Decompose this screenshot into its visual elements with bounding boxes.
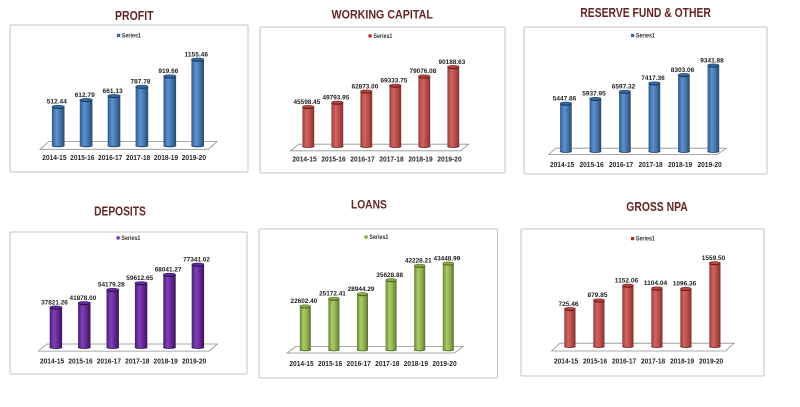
svg-text:2015-16: 2015-16 — [579, 160, 603, 169]
svg-text:Series1: Series1 — [636, 34, 656, 40]
svg-text:41878.00: 41878.00 — [70, 295, 97, 302]
svg-text:2014-15: 2014-15 — [550, 160, 574, 169]
svg-text:Series1: Series1 — [369, 235, 389, 241]
svg-text:2017-18: 2017-18 — [379, 155, 403, 164]
svg-text:WORKING CAPITAL: WORKING CAPITAL — [332, 7, 433, 21]
svg-text:42228.21: 42228.21 — [405, 258, 432, 265]
svg-text:7417.36: 7417.36 — [641, 75, 665, 82]
svg-text:2019-20: 2019-20 — [182, 357, 206, 366]
svg-text:512.44: 512.44 — [47, 99, 67, 106]
svg-text:2017-18: 2017-18 — [125, 357, 149, 366]
svg-text:2015-16: 2015-16 — [318, 359, 342, 368]
svg-text:2016-17: 2016-17 — [97, 357, 121, 366]
svg-text:2015-16: 2015-16 — [583, 357, 607, 366]
svg-text:77341.02: 77341.02 — [183, 256, 210, 263]
svg-text:919.66: 919.66 — [158, 68, 178, 75]
svg-text:1559.50: 1559.50 — [702, 255, 726, 262]
svg-text:5937.95: 5937.95 — [582, 91, 606, 98]
svg-text:1096.36: 1096.36 — [673, 281, 697, 288]
svg-text:GROSS NPA: GROSS NPA — [626, 200, 688, 214]
svg-text:2018-19: 2018-19 — [404, 359, 428, 368]
svg-text:43448.99: 43448.99 — [434, 255, 461, 262]
svg-text:879.85: 879.85 — [587, 292, 607, 299]
svg-text:2014-15: 2014-15 — [554, 357, 578, 366]
svg-text:2017-18: 2017-18 — [638, 160, 662, 169]
svg-text:1152.06: 1152.06 — [615, 277, 639, 284]
svg-text:2019-20: 2019-20 — [437, 155, 461, 164]
svg-text:2017-18: 2017-18 — [126, 153, 150, 162]
svg-text:787.78: 787.78 — [130, 79, 150, 86]
svg-text:69333.75: 69333.75 — [381, 77, 408, 84]
svg-text:28944.29: 28944.29 — [348, 286, 375, 293]
svg-text:62873.00: 62873.00 — [352, 83, 379, 90]
svg-text:RESERVE FUND & OTHER: RESERVE FUND & OTHER — [580, 5, 711, 20]
svg-text:2016-17: 2016-17 — [350, 155, 374, 164]
svg-text:37821.26: 37821.26 — [41, 299, 68, 306]
svg-text:25172.41: 25172.41 — [319, 291, 346, 298]
svg-text:6597.32: 6597.32 — [612, 84, 636, 91]
svg-text:8303.06: 8303.06 — [671, 67, 695, 74]
svg-text:Series1: Series1 — [373, 34, 393, 40]
svg-text:1155.46: 1155.46 — [185, 51, 209, 58]
svg-text:2019-20: 2019-20 — [182, 153, 206, 162]
svg-text:2014-15: 2014-15 — [289, 359, 313, 368]
svg-text:79076.08: 79076.08 — [410, 68, 437, 75]
svg-text:49793.95: 49793.95 — [323, 94, 350, 101]
svg-text:90188.63: 90188.63 — [439, 59, 466, 66]
svg-text:DEPOSITS: DEPOSITS — [94, 204, 146, 218]
svg-text:2014-15: 2014-15 — [42, 153, 66, 162]
svg-text:Series1: Series1 — [636, 237, 656, 243]
svg-text:2017-18: 2017-18 — [641, 357, 665, 366]
svg-text:2016-17: 2016-17 — [98, 153, 122, 162]
svg-text:2017-18: 2017-18 — [375, 359, 399, 368]
svg-text:LOANS: LOANS — [351, 199, 387, 211]
svg-text:661.13: 661.13 — [103, 88, 123, 95]
svg-text:Series1: Series1 — [122, 34, 142, 40]
svg-text:2019-20: 2019-20 — [699, 357, 723, 366]
svg-text:22602.40: 22602.40 — [291, 298, 318, 305]
svg-text:35628.88: 35628.88 — [376, 272, 403, 279]
svg-text:5447.86: 5447.86 — [553, 95, 577, 102]
svg-text:2014-15: 2014-15 — [292, 155, 316, 164]
svg-text:725.46: 725.46 — [558, 301, 578, 308]
svg-text:2015-16: 2015-16 — [321, 155, 345, 164]
svg-text:2015-16: 2015-16 — [68, 357, 92, 366]
svg-text:2016-17: 2016-17 — [612, 357, 636, 366]
svg-text:2015-16: 2015-16 — [70, 153, 94, 162]
svg-text:Series1: Series1 — [121, 236, 141, 242]
svg-text:59612.65: 59612.65 — [126, 275, 153, 282]
svg-text:2016-17: 2016-17 — [609, 160, 633, 169]
svg-text:2019-20: 2019-20 — [432, 359, 456, 368]
svg-text:1104.04: 1104.04 — [644, 280, 668, 287]
svg-text:2018-19: 2018-19 — [670, 357, 694, 366]
svg-text:54179.28: 54179.28 — [98, 282, 125, 289]
svg-text:45598.45: 45598.45 — [294, 99, 321, 106]
svg-text:612.79: 612.79 — [75, 92, 95, 99]
svg-text:2014-15: 2014-15 — [40, 357, 64, 366]
svg-text:68041.27: 68041.27 — [155, 267, 182, 274]
svg-text:2018-19: 2018-19 — [668, 160, 692, 169]
svg-text:9341.88: 9341.88 — [700, 57, 724, 64]
svg-text:2018-19: 2018-19 — [408, 155, 432, 164]
svg-text:2016-17: 2016-17 — [347, 359, 371, 368]
svg-text:2019-20: 2019-20 — [697, 160, 721, 169]
svg-text:PROFIT: PROFIT — [115, 9, 154, 23]
svg-text:2018-19: 2018-19 — [154, 153, 178, 162]
svg-text:2018-19: 2018-19 — [154, 357, 178, 366]
